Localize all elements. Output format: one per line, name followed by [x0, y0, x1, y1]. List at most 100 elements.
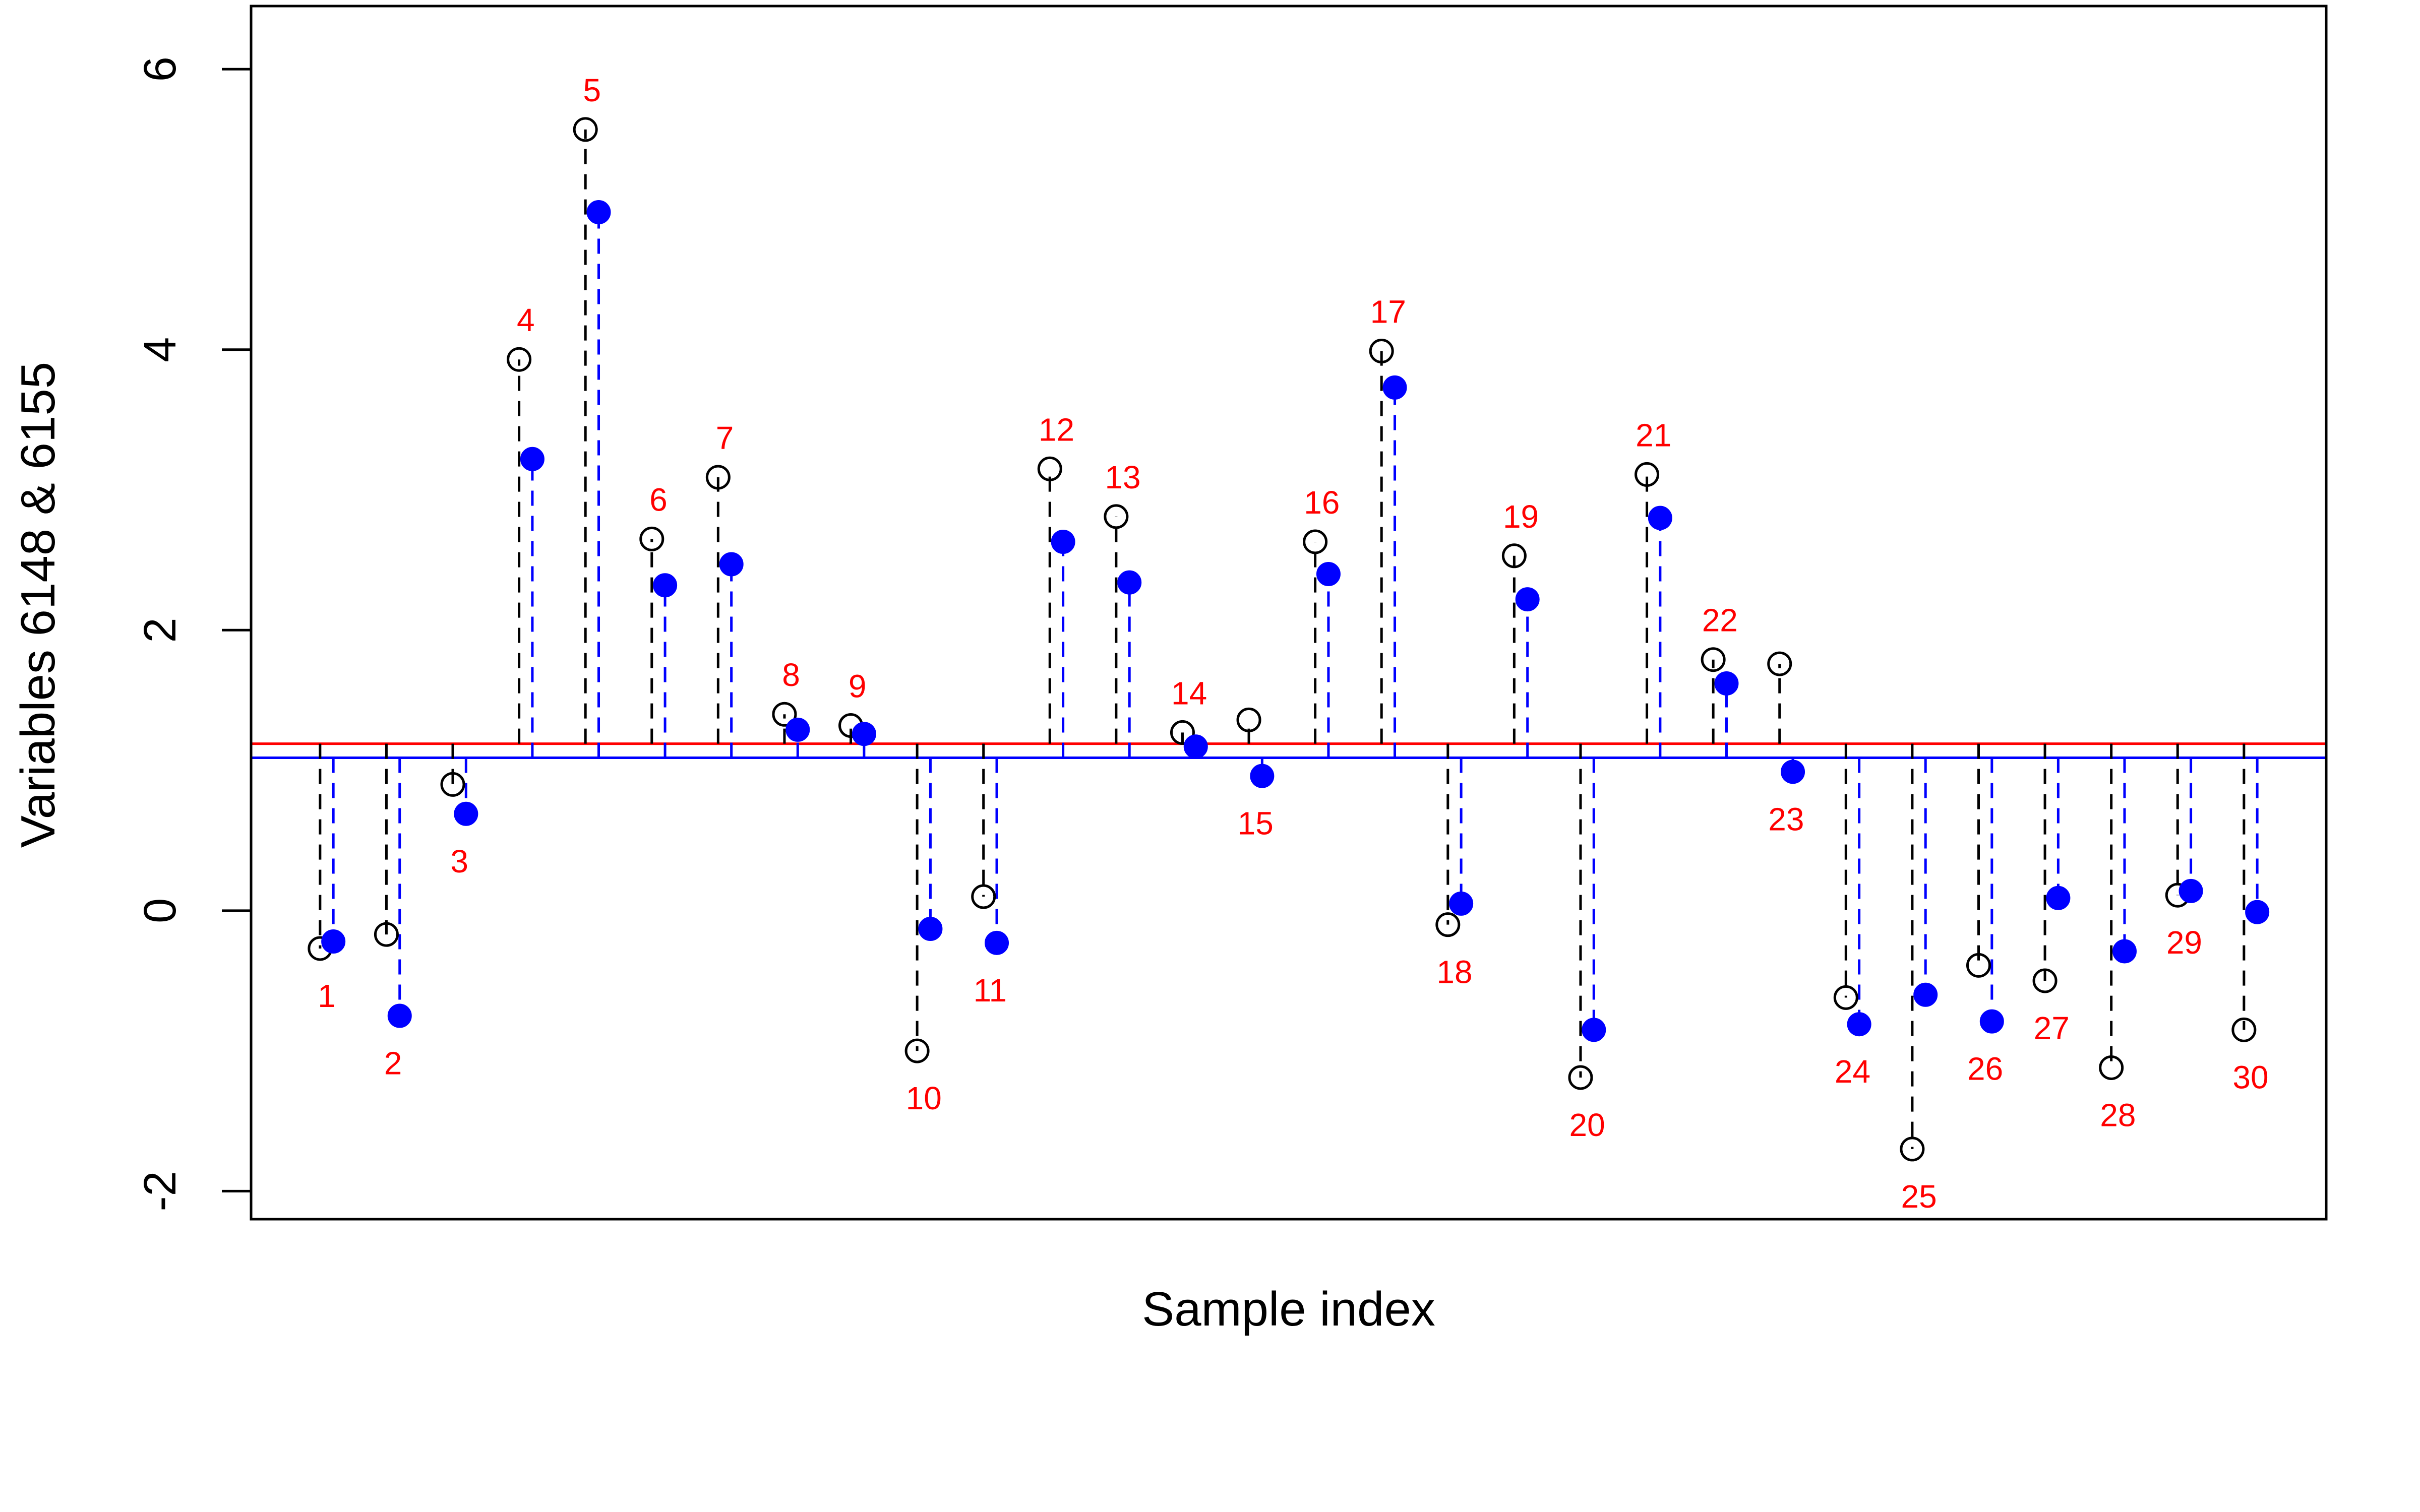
data-point-open — [772, 702, 797, 727]
data-point-open — [2231, 1017, 2257, 1042]
index-label: 24 — [1835, 1053, 1870, 1090]
reference-lines — [251, 742, 2326, 760]
index-label: 16 — [1304, 484, 1340, 521]
data-point-filled — [1250, 764, 1275, 788]
data-point-open — [639, 526, 664, 551]
data-point-filled — [1051, 529, 1075, 554]
data-point-filled — [387, 1003, 412, 1028]
data-point-open — [1303, 529, 1328, 554]
y-tick-label: 0 — [135, 898, 186, 923]
x-axis-title: Sample index — [1142, 1282, 1435, 1336]
index-label: 15 — [1238, 805, 1274, 842]
index-label: 3 — [450, 843, 468, 879]
index-label: 28 — [2100, 1097, 2136, 1133]
index-label: 21 — [1636, 417, 1671, 453]
y-tick-label: -2 — [135, 1171, 186, 1211]
data-point-open — [1236, 707, 1261, 732]
index-label: 8 — [782, 657, 800, 693]
data-point-filled — [520, 447, 544, 471]
data-point-filled — [1847, 1012, 1871, 1037]
data-point-open — [705, 465, 731, 490]
data-point-filled — [785, 717, 810, 742]
index-label: 5 — [583, 72, 601, 108]
data-point-filled — [2112, 939, 2137, 964]
y-axis-title: Variables 6148 & 6155 — [11, 362, 65, 848]
data-point-open — [2032, 968, 2058, 993]
data-point-open — [1568, 1065, 1593, 1090]
data-point-open — [1900, 1137, 1925, 1162]
data-point-open — [971, 884, 996, 909]
data-point-filled — [852, 722, 876, 746]
plot-frame — [250, 5, 2328, 1221]
index-label: 25 — [1901, 1178, 1937, 1215]
index-label: 1 — [318, 978, 336, 1014]
index-label: 30 — [2232, 1059, 2268, 1095]
data-point-filled — [1382, 375, 1407, 400]
data-point-filled — [454, 801, 478, 826]
stems — [319, 129, 2259, 1149]
data-point-filled — [586, 200, 611, 225]
data-point-filled — [1714, 671, 1739, 696]
index-label: 2 — [384, 1045, 402, 1082]
data-point-open — [1635, 462, 1660, 487]
data-point-open — [1369, 339, 1394, 364]
data-point-filled — [1781, 760, 1805, 784]
index-label: 23 — [1768, 801, 1804, 837]
index-label: 9 — [849, 668, 867, 705]
index-label: 11 — [974, 972, 1007, 1009]
data-point-open — [1501, 543, 1527, 569]
index-label: 7 — [716, 420, 734, 456]
data-point-filled — [719, 552, 744, 577]
index-label: 26 — [1967, 1051, 2003, 1087]
index-label: 20 — [1569, 1107, 1605, 1143]
data-point-filled — [985, 930, 1009, 955]
index-label: 27 — [2034, 1010, 2070, 1046]
data-point-filled — [2245, 900, 2270, 924]
data-point-open — [374, 922, 399, 947]
data-point-open — [507, 347, 532, 372]
data-point-open — [1104, 504, 1129, 529]
index-label: 29 — [2166, 924, 2202, 961]
index-label: 12 — [1039, 411, 1074, 448]
data-point-open — [1966, 953, 1991, 978]
data-point-open — [904, 1038, 930, 1063]
index-label: 10 — [906, 1080, 942, 1116]
data-point-filled — [321, 929, 346, 954]
index-label: 17 — [1370, 294, 1406, 330]
index-label: 22 — [1702, 602, 1738, 639]
data-point-open — [1833, 985, 1858, 1010]
data-point-open — [1435, 912, 1461, 937]
data-point-filled — [1515, 587, 1540, 612]
data-point-filled — [1183, 734, 1208, 759]
y-axis: -2 0 2 4 6 — [135, 56, 253, 1211]
y-tick-label: 2 — [135, 617, 186, 643]
data-point-open — [1170, 720, 1195, 745]
data-point-open — [1037, 456, 1062, 481]
data-point-filled — [1449, 891, 1474, 916]
data-point-filled — [1117, 570, 1142, 595]
points — [308, 117, 2270, 1162]
y-tick-label: 6 — [135, 56, 186, 82]
index-label: 19 — [1503, 498, 1539, 535]
data-point-open — [440, 772, 465, 797]
data-point-filled — [2046, 886, 2071, 910]
data-point-open — [573, 117, 598, 142]
data-point-filled — [2179, 878, 2203, 903]
data-point-open — [1701, 647, 1726, 672]
data-point-filled — [653, 573, 678, 598]
data-point-filled — [1913, 982, 1938, 1007]
data-point-filled — [1648, 506, 1672, 530]
index-label: 14 — [1171, 675, 1207, 711]
index-label: 4 — [517, 302, 535, 338]
data-point-filled — [1316, 561, 1341, 586]
data-point-filled — [918, 916, 943, 941]
data-point-filled — [1582, 1018, 1606, 1042]
data-point-open — [2099, 1055, 2124, 1080]
index-label: 18 — [1436, 954, 1472, 990]
data-point-open — [1767, 651, 1792, 676]
index-label: 13 — [1105, 459, 1140, 495]
index-label: 6 — [649, 481, 668, 518]
y-tick-label: 4 — [135, 337, 186, 362]
